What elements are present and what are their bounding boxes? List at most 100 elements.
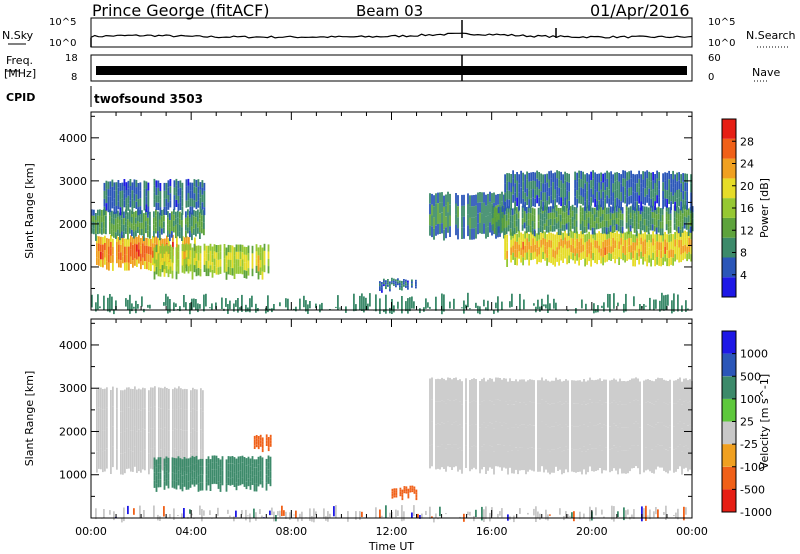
data-cell — [105, 203, 108, 211]
data-cell — [505, 446, 507, 469]
data-cell — [455, 203, 457, 215]
data-cell — [649, 205, 652, 212]
data-cell — [633, 296, 635, 307]
data-cell — [654, 234, 656, 243]
data-cell — [431, 444, 433, 467]
data-cell — [192, 408, 194, 429]
data-cell — [659, 228, 662, 236]
data-cell — [130, 242, 132, 250]
data-cell — [591, 227, 594, 235]
data-cell — [505, 423, 507, 447]
data-cell — [189, 224, 191, 231]
data-cell — [305, 300, 307, 312]
data-cell — [574, 256, 576, 264]
data-cell — [509, 301, 511, 308]
data-cell — [315, 303, 317, 308]
data-cell — [515, 226, 518, 234]
data-cell — [529, 213, 532, 220]
data-cell — [385, 282, 387, 285]
data-cell — [239, 244, 242, 252]
data-cell — [245, 509, 247, 521]
data-cell — [656, 257, 658, 265]
data-cell — [159, 479, 162, 488]
data-cell — [209, 250, 212, 258]
data-cell — [645, 447, 647, 471]
data-cell — [659, 208, 662, 215]
data-cell — [102, 259, 104, 268]
data-cell — [643, 225, 646, 232]
data-cell — [483, 422, 485, 445]
data-cell — [687, 208, 690, 216]
data-cell — [648, 255, 650, 263]
data-cell — [399, 285, 401, 288]
data-cell — [684, 237, 686, 245]
data-cell — [533, 303, 535, 306]
data-cell — [510, 255, 512, 263]
data-cell — [375, 507, 377, 518]
data-cell — [144, 408, 146, 430]
data-cell — [650, 258, 652, 267]
data-cell — [638, 195, 640, 204]
data-cell — [613, 213, 616, 220]
data-cell — [655, 299, 657, 309]
data-cell — [153, 271, 156, 280]
data-cell — [644, 246, 646, 254]
data-cell — [568, 255, 570, 264]
data-cell — [153, 465, 156, 473]
data-cell — [604, 198, 606, 208]
data-cell — [255, 438, 258, 442]
data-cell — [539, 306, 541, 312]
data-cell — [640, 183, 642, 193]
data-cell — [619, 378, 621, 402]
data-cell — [565, 223, 568, 230]
data-cell — [185, 482, 188, 490]
data-cell — [143, 188, 146, 196]
data-cell — [525, 207, 528, 214]
data-cell — [413, 488, 416, 491]
data-cell — [457, 448, 459, 472]
data-cell — [660, 258, 662, 267]
data-cell — [644, 254, 646, 262]
data-cell — [401, 296, 403, 314]
data-cell — [621, 381, 623, 405]
data-cell — [401, 283, 403, 286]
data-cell — [532, 252, 534, 260]
data-cell — [663, 425, 665, 449]
data-cell — [413, 505, 415, 517]
data-cell — [503, 228, 506, 235]
data-cell — [229, 478, 232, 486]
data-cell — [634, 192, 636, 202]
data-cell — [195, 201, 198, 210]
data-cell — [647, 220, 650, 228]
data-cell — [633, 219, 636, 227]
y-tick-label: 1000 — [59, 261, 87, 274]
nsearch-tick-bottom: 10^0 — [708, 38, 736, 49]
data-cell — [544, 201, 546, 211]
data-cell — [619, 213, 622, 220]
data-cell — [407, 285, 409, 288]
data-cell — [279, 510, 281, 518]
data-cell — [158, 428, 160, 449]
data-cell — [142, 449, 144, 470]
data-cell — [155, 252, 158, 260]
data-cell — [538, 232, 540, 240]
data-cell — [148, 246, 150, 255]
data-cell — [665, 403, 667, 427]
data-cell — [544, 183, 546, 193]
data-cell — [622, 231, 624, 239]
data-cell — [562, 201, 564, 211]
data-cell — [142, 243, 144, 251]
data-cell — [522, 190, 524, 199]
data-cell — [553, 212, 556, 219]
data-cell — [674, 192, 676, 202]
data-cell — [504, 238, 506, 246]
colorbar-tick-label: 12 — [740, 224, 754, 237]
data-cell — [557, 214, 560, 222]
data-cell — [613, 378, 615, 401]
data-cell — [469, 380, 471, 403]
data-cell — [185, 217, 187, 225]
data-cell — [441, 377, 443, 401]
data-cell — [621, 450, 623, 474]
data-cell — [253, 483, 256, 492]
data-cell — [163, 253, 166, 262]
